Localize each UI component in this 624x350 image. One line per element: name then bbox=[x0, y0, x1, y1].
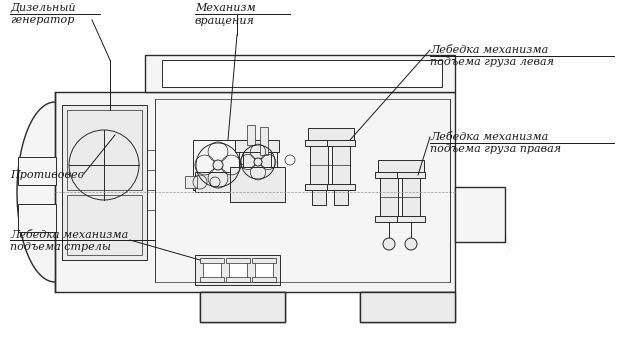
Bar bbox=[203, 258, 221, 282]
Bar bbox=[235, 140, 279, 152]
Bar bbox=[332, 140, 350, 190]
Bar bbox=[200, 292, 455, 322]
Bar bbox=[200, 258, 224, 263]
Bar bbox=[239, 143, 277, 181]
Polygon shape bbox=[17, 92, 55, 292]
Bar bbox=[334, 190, 348, 205]
Bar bbox=[200, 277, 224, 282]
Bar bbox=[62, 105, 147, 260]
Text: Дизельный
генератор: Дизельный генератор bbox=[10, 3, 76, 26]
Bar bbox=[55, 92, 455, 292]
Bar bbox=[455, 187, 505, 242]
Bar bbox=[252, 277, 276, 282]
Text: МАШСЕРВИС: МАШСЕРВИС bbox=[125, 165, 395, 199]
Bar bbox=[260, 127, 268, 155]
Bar bbox=[305, 184, 333, 190]
Bar bbox=[327, 140, 355, 146]
Bar bbox=[229, 258, 247, 282]
Text: Механизм
вращения: Механизм вращения bbox=[195, 3, 256, 26]
Bar bbox=[378, 160, 424, 172]
Bar bbox=[18, 157, 56, 185]
Bar bbox=[305, 140, 333, 146]
Text: Противовес: Противовес bbox=[10, 170, 84, 180]
Bar bbox=[67, 110, 142, 190]
Circle shape bbox=[383, 238, 395, 250]
Bar bbox=[67, 195, 142, 255]
Bar bbox=[193, 140, 243, 190]
Bar bbox=[18, 204, 56, 232]
Bar bbox=[200, 292, 285, 322]
Bar bbox=[230, 167, 285, 202]
Bar bbox=[185, 176, 197, 188]
Bar bbox=[360, 292, 455, 322]
Bar bbox=[375, 216, 403, 222]
Bar bbox=[162, 60, 442, 87]
Bar bbox=[375, 172, 403, 178]
Bar bbox=[402, 172, 420, 222]
Bar bbox=[195, 172, 230, 192]
Bar bbox=[195, 255, 280, 285]
Bar bbox=[226, 258, 250, 263]
Bar bbox=[327, 184, 355, 190]
Bar bbox=[247, 125, 255, 145]
Bar bbox=[255, 258, 273, 282]
Bar bbox=[380, 172, 398, 222]
Text: Лебедка механизма
подъема груза правая: Лебедка механизма подъема груза правая bbox=[430, 132, 561, 154]
Polygon shape bbox=[430, 205, 510, 250]
Bar bbox=[312, 190, 326, 205]
Text: Лебедка механизма
подъема стрелы: Лебедка механизма подъема стрелы bbox=[10, 230, 129, 252]
Bar bbox=[397, 172, 425, 178]
Bar bbox=[252, 258, 276, 263]
Bar bbox=[243, 149, 271, 167]
Bar bbox=[155, 99, 450, 282]
Bar bbox=[200, 292, 285, 322]
Bar bbox=[308, 128, 354, 140]
Text: Лебедка механизма
подъема груза левая: Лебедка механизма подъема груза левая bbox=[430, 45, 554, 68]
Circle shape bbox=[405, 238, 417, 250]
Circle shape bbox=[254, 158, 262, 166]
Circle shape bbox=[213, 160, 223, 170]
Bar bbox=[310, 140, 328, 190]
Bar bbox=[226, 277, 250, 282]
Bar bbox=[397, 216, 425, 222]
Bar bbox=[360, 292, 455, 322]
Bar bbox=[145, 55, 455, 92]
